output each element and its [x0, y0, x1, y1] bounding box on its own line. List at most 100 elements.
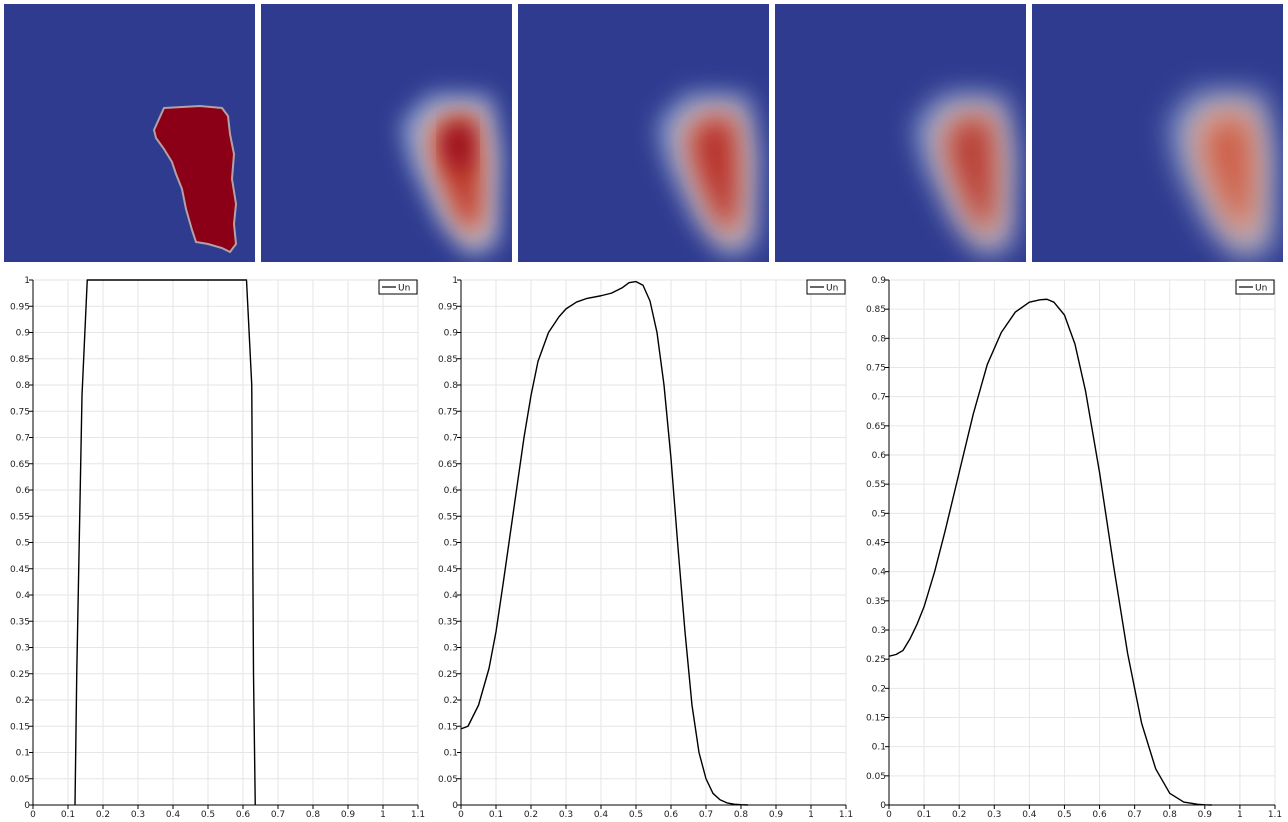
y-tick-label: 0.75: [10, 407, 30, 417]
series-line-Un: [460, 280, 749, 806]
legend-box: [378, 279, 418, 295]
y-tick-label: 0.85: [10, 355, 30, 365]
y-tick-label: 0.9: [444, 329, 459, 339]
y-tick-label: 0.8: [872, 334, 887, 344]
y-tick-label: 0.15: [866, 714, 886, 724]
field-visualizations: [0, 0, 1288, 264]
y-tick-label: 0.2: [872, 684, 886, 694]
field-blob: [152, 104, 238, 254]
y-tick-label: 0.45: [866, 539, 886, 549]
y-tick-label: 0.6: [444, 486, 459, 496]
x-tick-label: 0.5: [201, 810, 215, 820]
x-tick-label: 0.5: [629, 810, 643, 820]
x-tick-label: 0.9: [1198, 810, 1213, 820]
y-tick-label: 0.05: [438, 775, 458, 785]
y-tick-label: 0.35: [10, 617, 30, 627]
x-tick-label: 0.4: [594, 810, 609, 820]
y-tick-label: 0.2: [444, 696, 458, 706]
y-tick-label: 0.1: [444, 749, 458, 759]
y-tick-label: 0.8: [16, 381, 31, 391]
y-tick-label: 1: [24, 276, 30, 286]
y-tick-label: 0.5: [444, 539, 458, 549]
y-tick-label: 0.65: [438, 460, 458, 470]
y-tick-label: 0.9: [872, 276, 887, 286]
y-tick-label: 0.6: [16, 486, 31, 496]
x-tick-label: 0.8: [1163, 810, 1178, 820]
field-panel-2: [261, 4, 512, 262]
y-tick-label: 0.25: [438, 670, 458, 680]
line-plot-1-svg: 0 0.05 0.1 0.15 0.2 0.25 0.3 0.35 0.4 0.45 0.5 0.55…: [10, 276, 425, 820]
x-tick-label: 1.1: [839, 810, 853, 820]
y-tick-label: 0.25: [10, 670, 30, 680]
y-tick-label: 0.2: [16, 696, 30, 706]
y-tick-label: 0.9: [16, 329, 31, 339]
x-tick-label: 0.5: [1057, 810, 1071, 820]
x-tick-label: 0.6: [664, 810, 679, 820]
y-tick-label: 0.05: [10, 775, 30, 785]
y-tick-label: 0.4: [16, 591, 31, 601]
y-tick-label: 0.55: [438, 512, 458, 522]
field-panel-3: [518, 4, 769, 262]
field-panel-5: [1032, 4, 1283, 262]
legend-label: Un: [826, 284, 838, 294]
y-tick-label: 0.65: [10, 460, 30, 470]
y-tick-label: 0.75: [438, 407, 458, 417]
x-tick-label: 0.9: [341, 810, 356, 820]
x-tick-label: 1: [380, 810, 386, 820]
y-tick-label: 0.35: [438, 617, 458, 627]
y-tick-label: 0.4: [444, 591, 459, 601]
y-tick-label: 0: [880, 801, 886, 811]
y-tick-label: 0.7: [16, 434, 30, 444]
y-tick-label: 0.15: [10, 722, 30, 732]
line-plot-3-svg: 0 0.05 0.1 0.15 0.2 0.25 0.3 0.35 0.4 0.45 0.5 0.55…: [866, 276, 1282, 820]
x-tick-label: 0.9: [769, 810, 784, 820]
series-line-Un: [888, 298, 1212, 806]
line-plot-1: 0 0.05 0.1 0.15 0.2 0.25 0.3 0.35 0.4 0.45 0.5 0.55…: [0, 266, 430, 822]
y-tick-label: 0: [24, 801, 30, 811]
y-tick-label: 0.95: [438, 302, 458, 312]
x-tick-label: 0.3: [987, 810, 1001, 820]
y-tick-label: 0.55: [866, 480, 886, 490]
x-tick-label: 0.6: [1092, 810, 1107, 820]
x-tick-label: 1: [808, 810, 814, 820]
y-tick-label: 0.3: [16, 644, 30, 654]
x-tick-label: 1: [1237, 810, 1243, 820]
x-tick-label: 0.8: [734, 810, 749, 820]
y-tick-label: 0.3: [872, 626, 886, 636]
legend-box: [806, 279, 846, 295]
line-plot-2: 0 0.05 0.1 0.15 0.2 0.25 0.3 0.35 0.4 0.45 0.5 0.55…: [428, 266, 858, 822]
x-tick-label: 0.7: [699, 810, 713, 820]
x-tick-label: 0.2: [524, 810, 538, 820]
x-tick-label: 0.8: [306, 810, 321, 820]
y-tick-label: 0.15: [438, 722, 458, 732]
y-tick-label: 0.65: [866, 422, 886, 432]
line-plot-3: 0 0.05 0.1 0.15 0.2 0.25 0.3 0.35 0.4 0.45 0.5 0.55…: [856, 266, 1288, 822]
x-tick-label: 0.3: [131, 810, 145, 820]
y-tick-label: 0.85: [866, 305, 886, 315]
x-tick-label: 0: [886, 810, 892, 820]
x-tick-label: 1.1: [1268, 810, 1282, 820]
y-tick-label: 0.25: [866, 655, 886, 665]
legend-label: Un: [398, 284, 410, 294]
y-tick-label: 0.45: [10, 565, 30, 575]
y-tick-label: 0.7: [444, 434, 458, 444]
x-tick-label: 0.2: [952, 810, 966, 820]
y-tick-label: 0.35: [866, 597, 886, 607]
x-tick-label: 0: [30, 810, 36, 820]
x-tick-label: 0.7: [271, 810, 285, 820]
y-tick-label: 0.8: [444, 381, 459, 391]
field-panel-4: [775, 4, 1026, 262]
x-tick-label: 1.1: [411, 810, 425, 820]
x-tick-label: 0.4: [166, 810, 181, 820]
y-tick-label: 0.4: [872, 568, 887, 578]
x-tick-label: 0.2: [96, 810, 110, 820]
x-tick-label: 0.7: [1127, 810, 1141, 820]
y-tick-label: 0.75: [866, 364, 886, 374]
y-tick-label: 0.7: [872, 393, 886, 403]
y-tick-label: 0.85: [438, 355, 458, 365]
series-line-Un: [74, 279, 256, 806]
y-tick-label: 0.55: [10, 512, 30, 522]
x-tick-label: 0: [458, 810, 464, 820]
y-tick-label: 0.05: [866, 772, 886, 782]
x-tick-label: 0.6: [236, 810, 251, 820]
